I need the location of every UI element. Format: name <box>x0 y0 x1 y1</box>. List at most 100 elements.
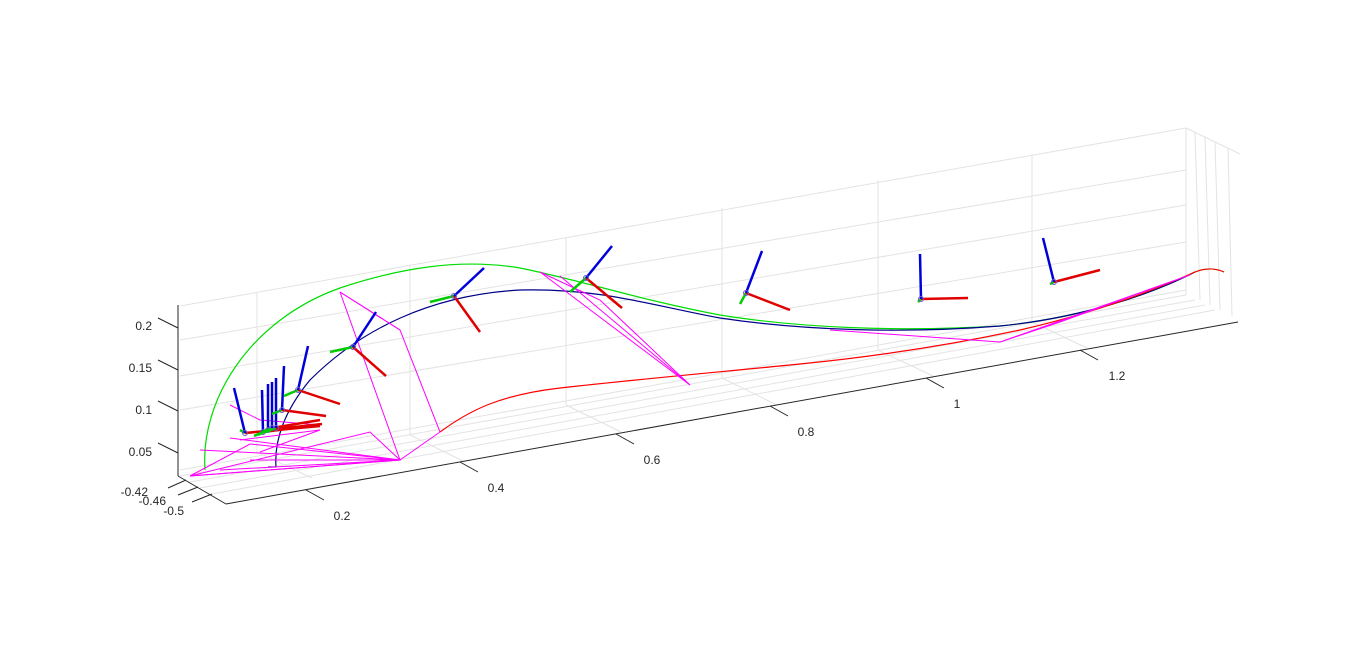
frame-y-axis <box>429 294 455 304</box>
x-tick-label: 0.6 <box>644 453 661 467</box>
magenta-link <box>339 291 401 331</box>
grid-side-line <box>1214 141 1221 311</box>
frame-y-axis <box>261 426 273 434</box>
x-axis-line <box>225 321 1239 505</box>
grid-side-line <box>1185 127 1241 155</box>
frame-z-axis <box>744 250 764 294</box>
grid-side-line <box>1227 147 1233 317</box>
coordinate-frame <box>917 253 969 303</box>
y-tick-label: -0.5 <box>163 504 184 518</box>
red-curve <box>439 268 1225 433</box>
grid-floor-cross-line <box>721 377 778 406</box>
grid-floor-cross-line <box>1031 321 1088 349</box>
z-tick-mark <box>157 359 179 371</box>
grid-lines <box>179 127 1241 495</box>
x-tick-mark <box>615 433 635 445</box>
y-tick-mark <box>177 486 199 496</box>
magenta-link <box>239 429 321 453</box>
frame-origin-marker <box>350 344 356 350</box>
coordinate-frame <box>265 378 317 434</box>
frame-origin-marker <box>1051 279 1057 285</box>
frame-origin-marker <box>242 430 248 436</box>
frame-origin-marker <box>273 425 279 431</box>
coordinate-frame <box>283 345 341 406</box>
coordinate-frame <box>429 267 485 333</box>
x-tick-label: 0.4 <box>488 481 505 495</box>
grid-floor-cross-line <box>877 349 934 377</box>
frame-x-axis <box>281 408 327 418</box>
grid-side-line <box>1204 136 1211 306</box>
frame-origin-marker <box>451 293 457 299</box>
frame-x-axis <box>297 388 341 406</box>
trajectory-curves <box>204 263 1225 471</box>
coordinate-frames <box>232 237 1101 438</box>
grid-side-line <box>1194 131 1201 301</box>
frame-x-axis <box>920 296 969 301</box>
green-curve <box>204 263 1225 471</box>
frame-x-axis <box>352 346 387 377</box>
magenta-link-lines <box>189 271 1191 477</box>
magenta-link <box>189 443 401 477</box>
frame-origin-marker <box>743 290 749 296</box>
tick-labels: 0.2 0.4 0.6 0.8 1 1.2 -0.42-0.46-0.5 0.05 0.1 0.1… <box>121 319 1126 523</box>
y-tick-mark <box>191 493 213 503</box>
coordinate-frame <box>738 250 791 312</box>
grid-back-line <box>179 204 1187 377</box>
frame-x-axis <box>452 295 482 333</box>
grid-floor-line <box>199 304 1206 489</box>
frame-z-axis <box>918 253 923 300</box>
frame-origin-marker <box>279 407 285 413</box>
frame-z-axis <box>260 389 265 433</box>
frame-z-axis <box>351 311 378 348</box>
grid-floor-cross-line <box>256 451 313 479</box>
frame-z-axis <box>296 345 310 391</box>
coordinate-frame <box>329 311 387 377</box>
coordinate-frame <box>569 245 623 309</box>
grid-floor-cross-line <box>565 404 622 433</box>
grid-floor-line <box>179 294 1187 477</box>
magenta-link <box>559 275 691 386</box>
frame-z-axis <box>280 365 286 411</box>
z-tick-label: 0.2 <box>135 319 152 333</box>
frame-origin-marker <box>583 275 589 281</box>
coordinate-frame <box>271 365 327 418</box>
magenta-link <box>829 329 1001 343</box>
grid-floor-line <box>211 309 1216 495</box>
grid-back-line <box>179 241 1187 411</box>
frame-y-axis <box>569 277 587 293</box>
frame-z-axis <box>1041 237 1056 283</box>
blue-curve <box>275 271 1196 468</box>
z-tick-mark <box>157 442 179 454</box>
frame-y-axis <box>265 426 277 434</box>
magenta-link <box>189 431 402 477</box>
frame-origin-marker <box>918 296 924 302</box>
z-tick-label: 0.1 <box>135 403 152 417</box>
magenta-link <box>539 271 691 386</box>
grid-floor-line <box>189 299 1196 483</box>
y-tick-label: -0.46 <box>139 494 167 508</box>
frame-origin-marker <box>295 387 301 393</box>
magenta-link <box>339 291 441 461</box>
x-tick-mark <box>305 489 325 501</box>
x-tick-mark <box>925 377 945 389</box>
frame-z-axis <box>585 245 613 279</box>
frame-x-axis <box>585 277 623 309</box>
x-tick-label: 1.2 <box>1109 369 1126 383</box>
x-tick-label: 0.2 <box>334 509 351 523</box>
x-tick-label: 1 <box>954 397 961 411</box>
z-tick-label: 0.15 <box>129 361 153 375</box>
frame-z-axis <box>232 387 247 434</box>
frame-x-axis <box>275 424 317 430</box>
grid-back-line <box>179 169 1187 341</box>
magenta-link <box>999 274 1191 343</box>
y-tick-mark <box>167 479 187 489</box>
y-tick-label: -0.42 <box>121 485 149 499</box>
z-tick-mark <box>157 317 179 329</box>
grid-floor-cross-line <box>409 434 466 463</box>
frame-y-axis <box>271 408 283 416</box>
x-tick-label: 0.8 <box>798 425 815 439</box>
frame-y-axis <box>738 292 748 305</box>
y-axis-line <box>177 475 227 505</box>
axes <box>157 305 1239 505</box>
